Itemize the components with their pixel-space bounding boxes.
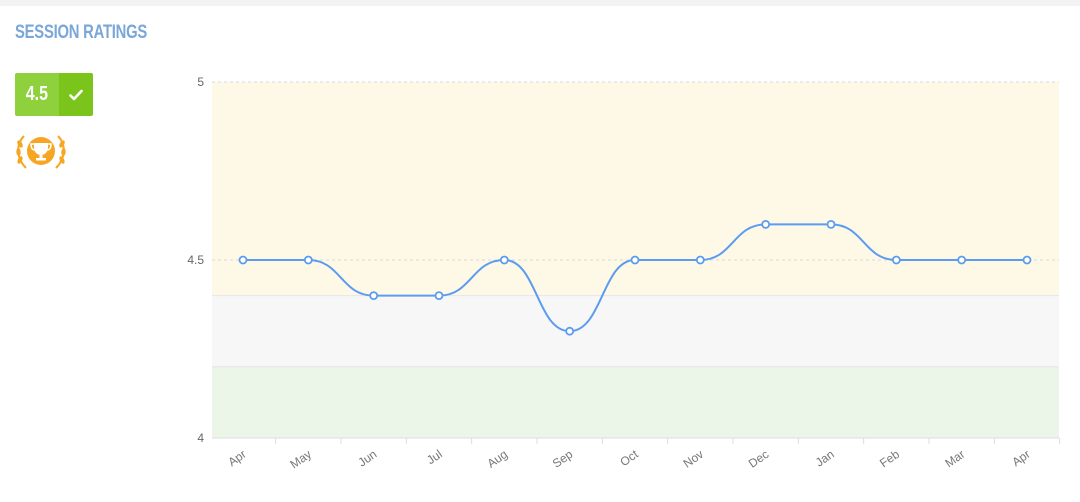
check-icon: [59, 73, 93, 116]
plot-band-1: [212, 295, 1059, 367]
data-point: [761, 219, 771, 229]
x-tick-label: Apr: [225, 447, 248, 469]
plot-band-2: [212, 366, 1059, 438]
data-point: [957, 255, 967, 265]
data-point: [499, 255, 509, 265]
rating-value-text: 4.5: [25, 83, 49, 105]
x-tick-label: Jun: [355, 447, 379, 470]
x-tick-label: Jan: [813, 447, 837, 470]
x-tick-label: Oct: [617, 447, 641, 470]
data-point: [630, 255, 640, 265]
data-point: [891, 255, 901, 265]
top-strip: [0, 0, 1080, 6]
section-title: SESSION RATINGS: [15, 22, 148, 43]
y-tick-label: 4.5: [187, 253, 204, 267]
x-tick-label: Mar: [942, 447, 967, 470]
data-point: [826, 219, 836, 229]
data-point: [369, 291, 379, 301]
x-tick-label: Nov: [681, 447, 707, 471]
trophy-laurel-icon: [14, 130, 68, 174]
data-point: [434, 291, 444, 301]
data-point: [695, 255, 705, 265]
y-tick-label: 4: [197, 431, 204, 445]
x-tick-label: Apr: [1009, 447, 1032, 469]
x-tick-label: Aug: [485, 447, 511, 471]
x-tick-label: May: [287, 447, 314, 471]
x-tick-label: Dec: [746, 447, 772, 471]
data-point: [303, 255, 313, 265]
rating-value: 4.5: [15, 73, 59, 116]
data-point: [1022, 255, 1032, 265]
x-tick-label: Sep: [550, 447, 576, 471]
data-point: [565, 326, 575, 336]
x-tick-label: Jul: [424, 447, 445, 467]
data-point: [238, 255, 248, 265]
y-tick-label: 5: [197, 75, 204, 89]
rating-badge: 4.5: [15, 73, 93, 116]
x-tick-label: Feb: [877, 447, 902, 471]
